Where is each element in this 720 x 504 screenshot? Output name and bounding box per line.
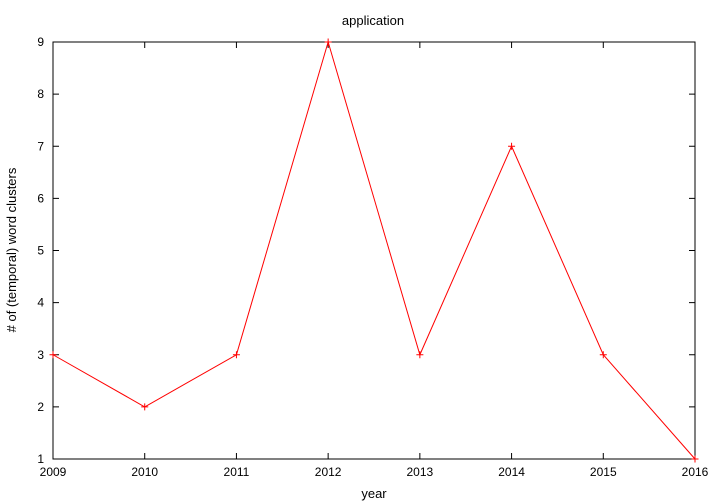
data-point-marker (691, 455, 699, 463)
plot-frame (52, 41, 696, 460)
y-tick-label: 3 (37, 348, 44, 362)
y-axis-label: # of (temporal) word clusters (4, 167, 19, 332)
y-tick-label: 6 (37, 191, 44, 205)
y-tick-label: 2 (37, 400, 44, 414)
y-tick-label: 8 (37, 87, 44, 101)
chart-title: application (342, 13, 404, 28)
data-point-marker (324, 38, 332, 46)
x-axis-label: year (361, 486, 387, 501)
series-line (52, 40, 696, 460)
data-point-marker (49, 351, 57, 359)
y-tick-label: 7 (37, 139, 44, 153)
data-point-marker (141, 403, 149, 411)
data-point-marker (599, 351, 607, 359)
y-tick-label: 5 (37, 244, 44, 258)
y-tick-label: 4 (37, 296, 44, 310)
x-tick-label: 2010 (131, 465, 158, 479)
x-tick-label: 2014 (498, 465, 525, 479)
y-tick-label: 1 (37, 452, 44, 466)
y-tick-label: 9 (37, 35, 44, 49)
x-tick-label: 2015 (590, 465, 617, 479)
x-tick-label: 2013 (407, 465, 434, 479)
x-tick-label: 2009 (40, 465, 67, 479)
data-point-marker (508, 142, 516, 150)
x-tick-label: 2016 (682, 465, 709, 479)
data-point-marker (232, 351, 240, 359)
x-tick-label: 2012 (315, 465, 342, 479)
x-tick-label: 2011 (224, 465, 250, 479)
data-point-marker (416, 351, 424, 359)
